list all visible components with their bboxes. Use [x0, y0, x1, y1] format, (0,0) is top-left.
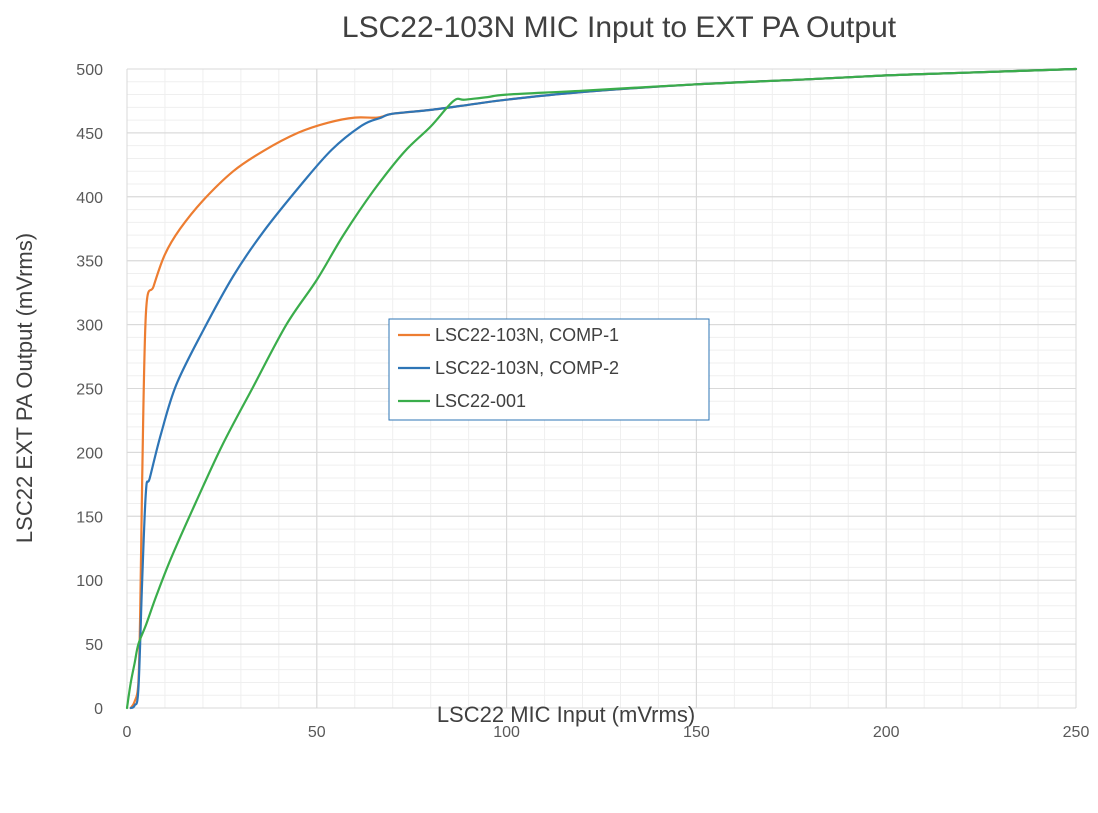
- y-tick-label: 400: [76, 190, 103, 207]
- x-tick-labels: 0 50 100 150 200 250: [123, 724, 1090, 741]
- y-tick-labels: 0 50 100 150 200 250 300 350 400 450 500: [76, 62, 103, 718]
- y-tick-label: 0: [94, 701, 103, 718]
- x-tick-label: 50: [308, 724, 326, 741]
- series-lines: [125, 67, 1078, 710]
- y-tick-label: 500: [76, 62, 103, 79]
- x-tick-label: 0: [123, 724, 132, 741]
- legend-entry: LSC22-001: [435, 391, 526, 411]
- x-axis-label: LSC22 MIC Input (mVrms): [437, 702, 695, 727]
- x-tick-label: 150: [683, 724, 710, 741]
- legend: LSC22-103N, COMP-1 LSC22-103N, COMP-2 LSC2…: [388, 318, 710, 421]
- x-tick-label: 100: [493, 724, 520, 741]
- y-tick-label: 250: [76, 382, 103, 399]
- series-line-3: [125, 67, 1078, 710]
- x-tick-label: 200: [873, 724, 900, 741]
- legend-entry: LSC22-103N, COMP-1: [435, 325, 619, 345]
- legend-box: [388, 318, 710, 421]
- y-tick-label: 200: [76, 445, 103, 462]
- y-tick-label: 50: [85, 637, 103, 654]
- y-axis-label: LSC22 EXT PA Output (mVrms): [12, 233, 37, 543]
- y-tick-label: 350: [76, 254, 103, 271]
- x-tick-label: 250: [1063, 724, 1090, 741]
- y-tick-label: 300: [76, 318, 103, 335]
- y-tick-label: 150: [76, 509, 103, 526]
- y-tick-label: 100: [76, 573, 103, 590]
- chart-title: LSC22-103N MIC Input to EXT PA Output: [342, 11, 897, 44]
- legend-entry: LSC22-103N, COMP-2: [435, 358, 619, 378]
- y-tick-label: 450: [76, 126, 103, 143]
